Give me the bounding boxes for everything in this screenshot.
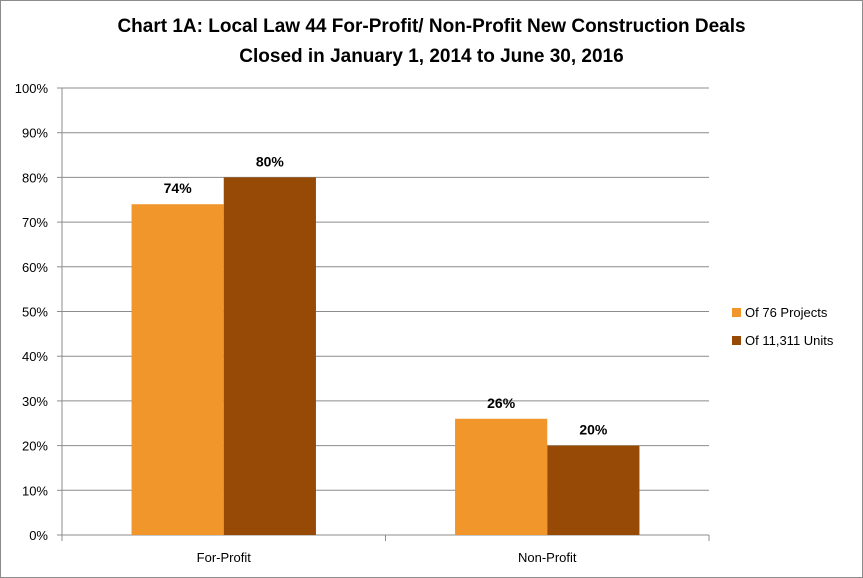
y-tick-label: 80%	[22, 170, 48, 185]
legend-item-projects: Of 76 Projects	[732, 298, 833, 326]
chart-title: Chart 1A: Local Law 44 For-Profit/ Non-P…	[0, 12, 863, 72]
chart-title-line-2: Closed in January 1, 2014 to June 30, 20…	[239, 46, 624, 67]
y-tick-label: 70%	[22, 215, 48, 230]
legend-label-units: Of 11,311 Units	[745, 332, 834, 348]
y-tick-label: 10%	[22, 483, 48, 498]
legend-item-units: Of 11,311 Units	[732, 326, 833, 354]
data-label: 20%	[579, 422, 608, 438]
bar-non-profit-series-1	[455, 418, 548, 535]
y-tick-label: 100%	[15, 81, 49, 96]
y-tick-label: 20%	[22, 439, 48, 454]
legend-swatch-projects	[732, 307, 741, 317]
legend-label-projects: Of 76 Projects	[745, 304, 828, 320]
data-label: 74%	[164, 180, 193, 196]
bar-for-profit-series-1	[131, 204, 224, 535]
y-tick-label: 90%	[22, 126, 48, 141]
bar-non-profit-series-2	[547, 445, 640, 535]
y-tick-label: 0%	[29, 528, 48, 543]
y-tick-label: 50%	[22, 305, 48, 320]
data-label: 26%	[487, 395, 516, 411]
data-label: 80%	[256, 153, 285, 169]
legend: Of 76 Projects Of 11,311 Units	[732, 298, 833, 354]
x-category-label: For-Profit	[197, 550, 252, 565]
bar-for-profit-series-2	[223, 177, 316, 535]
y-tick-label: 40%	[22, 349, 48, 364]
legend-swatch-units	[732, 335, 741, 345]
y-tick-label: 30%	[22, 394, 48, 409]
x-category-label: Non-Profit	[518, 550, 577, 565]
y-tick-label: 60%	[22, 260, 48, 275]
chart-title-line-1: Chart 1A: Local Law 44 For-Profit/ Non-P…	[117, 16, 746, 37]
